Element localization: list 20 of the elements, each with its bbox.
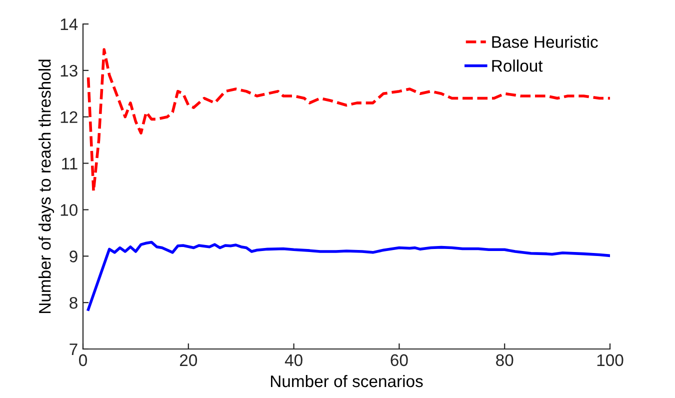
x-tick-label: 100 [597, 354, 624, 366]
y-tick-label: 8 [70, 296, 78, 309]
legend-label: Rollout [492, 60, 543, 72]
x-tick-label: 40 [284, 354, 302, 366]
x-tick-label: 60 [390, 354, 408, 366]
line-series [86, 240, 610, 311]
y-tick-label: 7 [70, 344, 78, 356]
y-tick-label: 14 [60, 18, 78, 30]
legend-label: Base Heuristic [492, 36, 598, 48]
y-tick-label: 10 [60, 204, 78, 216]
x-tick-label: 0 [79, 354, 87, 366]
y-tick-label: 13 [60, 64, 78, 77]
y-tick-label: 12 [60, 111, 78, 123]
x-tick-label: 20 [180, 354, 198, 366]
x-tick-label: 80 [496, 354, 514, 366]
y-tick-label: 9 [70, 250, 78, 262]
y-tick-label: 11 [62, 158, 78, 170]
y-axis-title: Number of days to reach threshold [38, 60, 54, 313]
x-axis-title: Number of scenarios [270, 374, 423, 388]
line-series [86, 48, 610, 193]
